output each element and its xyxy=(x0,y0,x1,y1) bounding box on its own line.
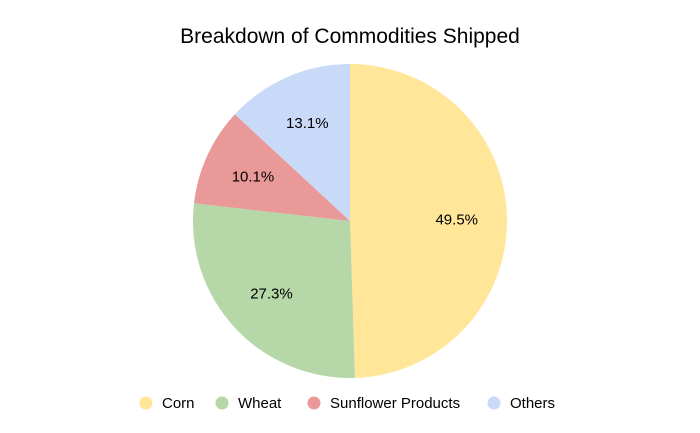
pie-slice-sunflower-products xyxy=(194,114,350,221)
chart-title: Breakdown of Commodities Shipped xyxy=(180,25,520,48)
pie-label-sunflower-products: 10.1% xyxy=(232,168,275,185)
legend-marker-wheat xyxy=(215,396,229,410)
legend-item-corn: Corn xyxy=(139,395,195,412)
pie-label-corn: 49.5% xyxy=(435,211,478,228)
legend-marker-others xyxy=(487,396,501,410)
pie-label-others: 13.1% xyxy=(286,115,329,132)
pie-slices xyxy=(193,64,507,378)
pie-label-wheat: 27.3% xyxy=(250,285,293,302)
legend: Corn Wheat Sunflower Products Others xyxy=(139,395,555,412)
legend-marker-sunflower-products xyxy=(307,396,321,410)
pie-slice-others xyxy=(234,64,350,221)
legend-item-others: Others xyxy=(487,395,555,412)
legend-item-wheat: Wheat xyxy=(215,395,282,412)
legend-label-corn: Corn xyxy=(162,395,195,412)
legend-marker-corn xyxy=(139,396,153,410)
pie-slice-labels: 49.5% 27.3% 10.1% 13.1% xyxy=(232,115,478,302)
legend-label-wheat: Wheat xyxy=(238,395,282,412)
legend-label-sunflower-products: Sunflower Products xyxy=(330,395,460,412)
pie-slice-wheat xyxy=(193,203,355,378)
pie-slice-corn xyxy=(350,64,507,378)
legend-item-sunflower-products: Sunflower Products xyxy=(307,395,460,412)
legend-label-others: Others xyxy=(510,395,555,412)
